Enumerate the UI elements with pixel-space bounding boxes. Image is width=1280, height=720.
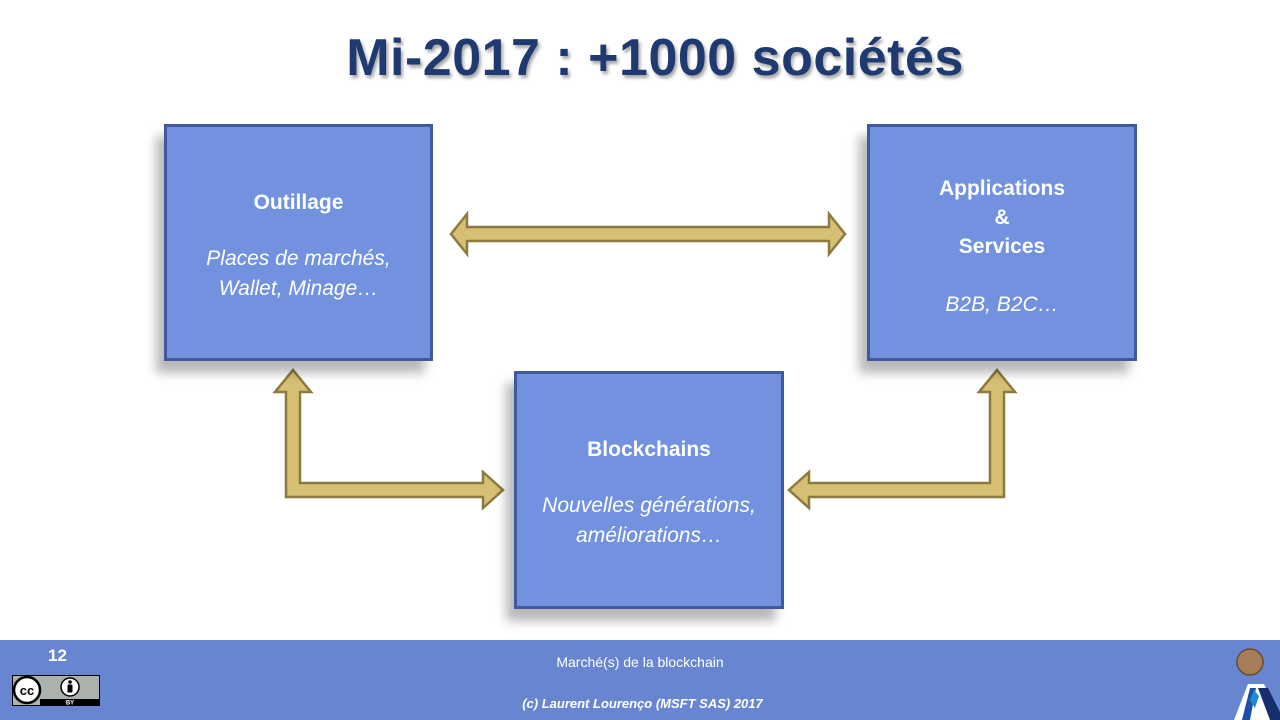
applications-subtitle: B2B, B2C… [945,293,1059,316]
applications-box: Applications & Services B2B, B2C… [867,124,1137,361]
applications-heading-line: Services [958,235,1046,258]
blockchains-heading: Blockchains [587,438,711,461]
person-attribution-icon [60,677,80,697]
arrow-outillage-applications [449,210,847,258]
applications-heading: Applications & Services [870,174,1134,261]
presenter-person-icon [1234,648,1280,720]
outillage-subtitle: Places de marchés, Wallet, Minage… [167,244,430,304]
cc-by-license-badge: BY cc [12,675,100,706]
copyright-notice: (c) Laurent Lourenço (MSFT SAS) 2017 [522,696,763,711]
outillage-box: Outillage Places de marchés, Wallet, Min… [164,124,433,361]
blockchains-subtitle-line: améliorations… [576,524,722,547]
page-number: 12 [48,646,67,665]
slide-title: Mi-2017 : +1000 sociétés [346,29,964,87]
arrow-outillage-blockchains [272,368,505,511]
blockchains-subtitle: Nouvelles générations, améliorations… [517,491,781,551]
footer-band: 12 Marché(s) de la blockchain (c) Lauren… [0,640,1280,720]
cc-label: cc [20,683,34,698]
footer-title: Marché(s) de la blockchain [556,654,724,670]
blockchains-box: Blockchains Nouvelles générations, améli… [514,371,784,609]
outillage-subtitle-line: Wallet, Minage… [218,277,379,300]
arrow-applications-blockchains [787,368,1018,511]
outillage-subtitle-line: Places de marchés, [206,247,391,270]
applications-heading-line: Applications [938,177,1065,200]
applications-heading-line: & [994,206,1010,229]
by-label: BY [66,701,74,707]
blockchains-subtitle-line: Nouvelles générations, [542,494,756,517]
outillage-heading: Outillage [253,191,344,214]
